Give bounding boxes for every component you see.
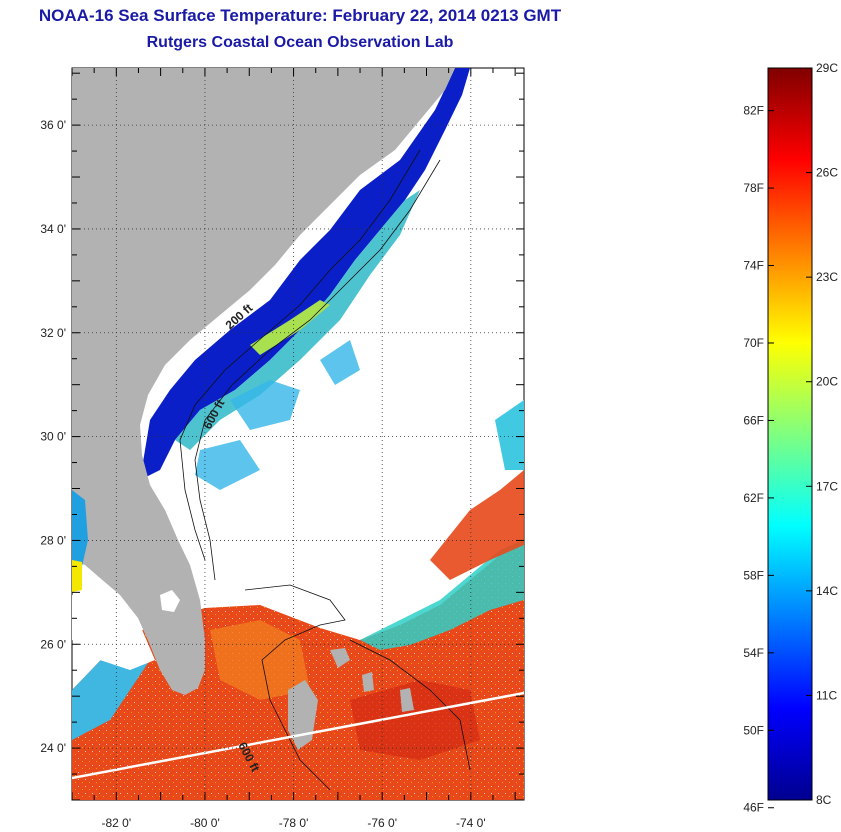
celsius-label: 23C xyxy=(816,270,838,284)
celsius-label: 17C xyxy=(816,479,838,493)
map-title: NOAA-16 Sea Surface Temperature: Februar… xyxy=(38,6,562,25)
colorbar: 29C 26C 23C 20C 17C 14C 11C 8C 82F 78F 74F 70F 66F 62… xyxy=(743,61,838,815)
lon-tick-label: -74 0' xyxy=(456,816,486,830)
scattered-cool-patches xyxy=(195,340,360,490)
lake-okeechobee xyxy=(160,590,180,612)
celsius-label: 26C xyxy=(816,166,838,180)
eastern-warm-strip xyxy=(430,470,524,580)
shelf-yellow-streak xyxy=(250,300,330,355)
fahrenheit-label: 62F xyxy=(743,491,764,505)
celsius-label: 11C xyxy=(816,688,837,702)
fahrenheit-label: 70F xyxy=(743,336,764,350)
bahamas-island-small xyxy=(330,648,414,712)
lat-tick-label: 34 0' xyxy=(40,222,66,236)
contour-600ft xyxy=(194,159,441,581)
fahrenheit-label: 82F xyxy=(743,104,764,118)
celsius-label: 8C xyxy=(816,793,832,807)
map-subtitle: Rutgers Coastal Ocean Observation Lab xyxy=(146,34,454,51)
colorbar-labels: 29C 26C 23C 20C 17C 14C 11C 8C 82F 78F 74F 70F 66F 62… xyxy=(743,61,838,815)
map-tick-labels: 24 0' 26 0' 28 0' 30 0' 32 0' 34 0' 36 0' -82 0… xyxy=(40,118,485,830)
land-southeast-us xyxy=(72,68,455,695)
lon-tick-label: -82 0' xyxy=(101,816,131,830)
lat-tick-label: 36 0' xyxy=(40,118,66,132)
lon-tick-label: -80 0' xyxy=(190,816,220,830)
fahrenheit-label: 58F xyxy=(743,568,764,582)
fahrenheit-label: 46F xyxy=(743,801,764,815)
celsius-label: 14C xyxy=(816,584,838,598)
fahrenheit-label: 66F xyxy=(743,413,764,427)
lat-tick-label: 26 0' xyxy=(40,637,66,651)
map-ticks xyxy=(71,68,524,801)
colorbar-gradient xyxy=(767,67,813,801)
shelf-green-band xyxy=(175,190,420,450)
colorbar-ticks xyxy=(768,67,812,809)
gulf-yellow-spot xyxy=(72,560,82,592)
lat-tick-label: 24 0' xyxy=(40,741,66,755)
fahrenheit-label: 50F xyxy=(743,723,764,737)
lat-tick-label: 32 0' xyxy=(40,326,66,340)
gulf-no-data xyxy=(72,590,155,670)
lat-tick-label: 30 0' xyxy=(40,430,66,444)
contour-bahamas xyxy=(244,584,471,791)
lat-tick-label: 28 0' xyxy=(40,533,66,547)
celsius-label: 29C xyxy=(816,61,838,75)
northeast-cyan-patch xyxy=(495,400,524,470)
swath-edge-line xyxy=(72,691,524,780)
fahrenheit-label: 78F xyxy=(743,181,764,195)
lon-tick-label: -78 0' xyxy=(279,816,309,830)
lon-tick-label: -76 0' xyxy=(367,816,397,830)
map-panel: 200 ft 600 ft 600 ft 24 0'26 0'28 0'30 0… xyxy=(40,67,525,830)
fahrenheit-label: 54F xyxy=(743,646,764,660)
cold-coastal-water xyxy=(140,68,470,480)
cool-band-se xyxy=(360,540,524,650)
contour-200ft xyxy=(179,149,421,561)
map-grid xyxy=(72,68,524,800)
fahrenheit-label: 74F xyxy=(743,259,764,273)
celsius-label: 20C xyxy=(816,375,838,389)
